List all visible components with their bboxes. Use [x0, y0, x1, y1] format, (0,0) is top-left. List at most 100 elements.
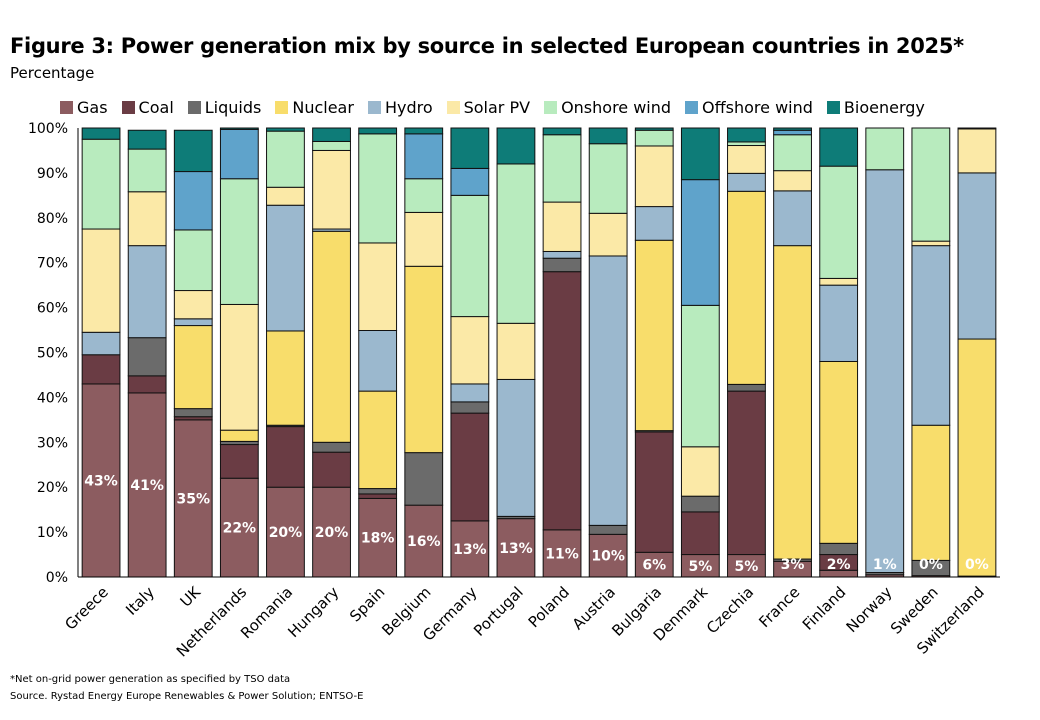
bar-segment-bioenergy: [496, 127, 536, 165]
y-tick-label: 100%: [28, 121, 68, 137]
bar-segment-hydro: [957, 172, 997, 340]
bar-segment-solar-pv: [266, 186, 305, 206]
x-tick-label: Czechia: [703, 583, 757, 637]
bar-segment-onshore-wind: [634, 129, 674, 147]
bar-segment-solar-pv: [127, 191, 167, 247]
data-label: 13%: [499, 541, 533, 557]
legend-item-liquids: Liquids: [187, 98, 261, 117]
bar-segment-onshore-wind: [266, 130, 305, 188]
data-label: 43%: [84, 473, 118, 489]
y-tick-label: 40%: [37, 390, 68, 406]
x-tick-label: Poland: [525, 583, 573, 631]
bar-segment-bioenergy: [634, 127, 674, 131]
bar-segment-coal: [727, 390, 766, 556]
legend-item-onshore-wind: Onshore wind: [544, 98, 671, 117]
bar-segment-hydro: [173, 318, 213, 327]
legend-swatch-solar-pv: [446, 101, 460, 114]
source-note: Source. Rystad Energy Europe Renewables …: [10, 691, 364, 702]
bar-segment-coal: [680, 511, 720, 556]
bar-segment-hydro: [81, 331, 121, 356]
y-tick-label: 80%: [37, 211, 68, 227]
data-label: 35%: [176, 491, 210, 507]
y-tick-label: 30%: [37, 435, 68, 451]
bar-segment-liquids: [542, 257, 582, 273]
data-label: 16%: [407, 534, 441, 550]
bar-segment-onshore-wind: [173, 229, 213, 292]
data-label: 22%: [223, 521, 257, 537]
bar-segment-onshore-wind: [588, 143, 628, 214]
data-label: 41%: [130, 478, 164, 494]
bar-segment-coal: [542, 271, 582, 531]
bar-segment-nuclear: [312, 230, 351, 443]
bar-segment-onshore-wind: [450, 194, 490, 318]
bar-segment-onshore-wind: [773, 134, 812, 172]
bar-segment-coal: [634, 431, 674, 553]
bar-segment-offshore-wind: [680, 179, 720, 306]
legend-swatch-gas: [60, 101, 73, 114]
bar-segment-liquids: [127, 337, 167, 377]
y-tick-label: 10%: [37, 525, 68, 541]
bar-segment-bioenergy: [127, 129, 167, 150]
bar-segment-coal: [450, 412, 490, 522]
bar-segment-gas: [588, 533, 628, 578]
bar-segment-onshore-wind: [127, 148, 167, 193]
bar-segment-liquids: [727, 383, 766, 392]
legend-label-coal: Coal: [138, 98, 174, 117]
bar-segment-onshore-wind: [219, 178, 259, 305]
x-tick-label: UK: [177, 582, 205, 610]
bar-segment-solar-pv: [496, 322, 536, 380]
bar-segment-solar-pv: [312, 149, 351, 230]
bar-segment-liquids: [450, 401, 490, 414]
bar-segment-bioenergy: [542, 127, 582, 136]
x-tick-label: Italy: [122, 583, 158, 619]
data-label: 0%: [919, 557, 943, 573]
chart-title: Figure 3: Power generation mix by source…: [10, 34, 964, 58]
x-tick-label: Greece: [61, 583, 111, 633]
bar-segment-solar-pv: [588, 212, 628, 257]
bar-segment-solar-pv: [773, 170, 812, 192]
legend-label-gas: Gas: [77, 98, 108, 117]
bar-segment-liquids: [404, 452, 444, 506]
bar-segment-nuclear: [219, 429, 259, 442]
x-tick-label: Norway: [843, 583, 896, 636]
bar-segment-solar-pv: [450, 316, 490, 385]
bar-segment-solar-pv: [911, 240, 951, 247]
data-label: 5%: [735, 559, 759, 575]
bar-segment-liquids: [358, 488, 398, 495]
bar-segment-offshore-wind: [450, 167, 490, 196]
notes: *Net on-grid power generation as specifi…: [10, 671, 363, 705]
bar-segment-gas: [173, 419, 213, 578]
data-label: 2%: [827, 557, 851, 573]
data-label: 20%: [315, 525, 349, 541]
bar-segment-coal: [219, 444, 259, 479]
bar-segment-coal: [81, 354, 121, 385]
bar-segment-gas: [266, 486, 305, 578]
bar-segment-offshore-wind: [773, 129, 812, 136]
bar-segment-gas: [358, 497, 398, 578]
bar-segment-solar-pv: [219, 303, 259, 431]
legend-item-coal: Coal: [121, 98, 174, 117]
legend-label-nuclear: Nuclear: [292, 98, 354, 117]
bar-segment-nuclear: [773, 245, 812, 560]
bar-segment-onshore-wind: [358, 133, 398, 244]
bar-segment-gas: [127, 392, 167, 578]
y-tick-label: 0%: [46, 570, 68, 586]
bar-segment-solar-pv: [680, 446, 720, 497]
y-tick-label: 60%: [37, 301, 68, 317]
bar-segment-onshore-wind: [727, 141, 766, 147]
y-tick-label: 70%: [37, 256, 68, 272]
y-tick-label: 50%: [37, 346, 68, 362]
bar-segment-offshore-wind: [173, 171, 213, 231]
bar-segment-gas: [219, 477, 259, 578]
bar-segment-hydro: [266, 204, 305, 332]
data-label: 18%: [361, 531, 395, 547]
bar-segment-nuclear: [266, 330, 305, 426]
legend-label-onshore-wind: Onshore wind: [561, 98, 672, 117]
legend-swatch-liquids: [187, 101, 201, 114]
bar-segment-hydro: [727, 172, 766, 192]
legend-swatch-bioenergy: [826, 101, 840, 114]
bar-segment-onshore-wind: [496, 163, 536, 324]
bar-segment-onshore-wind: [819, 165, 859, 279]
legend-item-nuclear: Nuclear: [275, 98, 354, 117]
bar-segment-offshore-wind: [404, 133, 444, 180]
